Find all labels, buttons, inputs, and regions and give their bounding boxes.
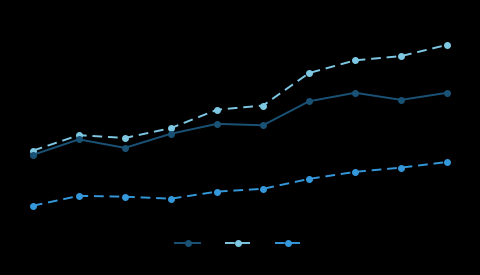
Legend: , , : , ,	[170, 232, 310, 257]
